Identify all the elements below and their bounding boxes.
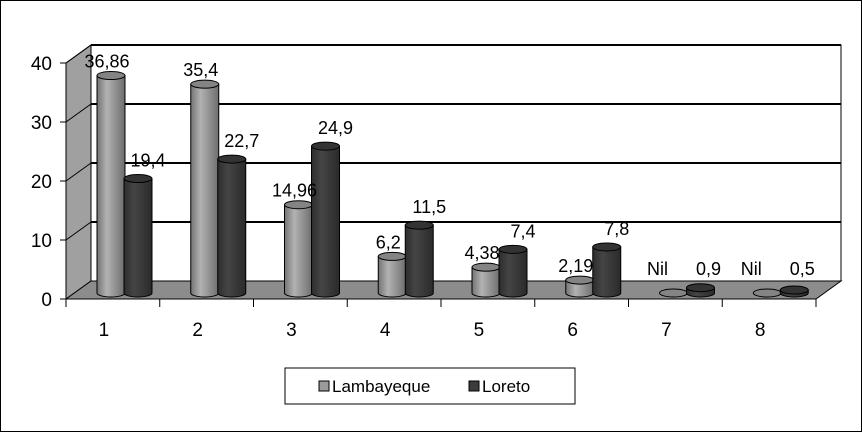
gridline-wall: [65, 221, 92, 241]
data-label: 6,2: [376, 232, 401, 252]
bar-body: [592, 246, 622, 298]
chart-walls: [65, 44, 842, 300]
bar-body: [190, 83, 220, 298]
x-tick-label: 5: [474, 320, 485, 341]
data-label: 7,8: [604, 219, 629, 239]
x-tick-label: 3: [286, 320, 297, 341]
data-label: 11,5: [412, 197, 446, 217]
bar-loreto-4: [404, 220, 434, 298]
x-tick-label: 1: [99, 320, 110, 341]
x-tick-label: 6: [567, 320, 578, 341]
bar-top: [592, 242, 622, 252]
floor-plane: [64, 280, 843, 300]
bar-lambayeque-1: [96, 71, 126, 298]
legend-label: Lambayeque: [332, 377, 430, 396]
gridline-wall: [65, 103, 92, 123]
legend-swatch: [318, 380, 330, 392]
bar-top: [96, 71, 126, 81]
y-tick-label: 20: [31, 172, 52, 193]
bar-top: [471, 262, 501, 272]
bar-top: [752, 288, 782, 298]
bar-top: [217, 154, 247, 164]
bar-body: [96, 75, 126, 298]
bar-lambayeque-7: [659, 288, 688, 298]
y-tick-label: 0: [41, 290, 52, 311]
bar-body: [311, 145, 340, 298]
bar-body: [123, 178, 153, 298]
y-tick-label: 10: [31, 231, 52, 252]
bar-top: [377, 251, 407, 261]
data-label: 14,96: [272, 181, 317, 201]
bar-lambayeque-4: [377, 251, 407, 298]
data-label: 22,7: [224, 131, 259, 151]
legend-swatch: [468, 380, 480, 392]
bar-body: [498, 248, 528, 298]
gridline-wall: [65, 44, 92, 64]
data-label: 24,9: [318, 118, 353, 138]
bar-top: [779, 285, 809, 295]
bar-lambayeque-2: [190, 79, 220, 298]
bar-top: [565, 275, 595, 285]
x-tick-label: 4: [380, 320, 391, 341]
bar-top: [404, 220, 434, 230]
y-tick-label: 30: [31, 113, 52, 134]
bar-lambayeque-3: [284, 200, 313, 298]
legend-box: [284, 367, 576, 405]
data-label: 2,19: [558, 256, 593, 276]
bar-body: [404, 224, 434, 298]
bar-lambayeque-6: [565, 275, 595, 298]
bar-body: [377, 255, 407, 298]
data-label: Nil: [647, 259, 668, 279]
bar-loreto-8: [779, 285, 809, 298]
data-label: 36,86: [84, 52, 129, 72]
bar-body: [284, 204, 313, 298]
data-label: 4,38: [464, 243, 499, 263]
bar-top: [659, 288, 688, 298]
x-tick-label: 2: [192, 320, 203, 341]
bar-top: [190, 79, 220, 89]
bar-loreto-3: [311, 141, 340, 298]
bar-loreto-7: [686, 283, 715, 298]
x-tick-label: 7: [661, 320, 672, 341]
bar-loreto-2: [217, 154, 247, 298]
data-label: 35,4: [183, 60, 218, 80]
gridline-wall: [65, 162, 92, 182]
data-labels: 36,86 35,4 14,96 6,2 4,38 2,19 Nil Nil 19,4 22,7 2…: [84, 52, 814, 279]
bar-lambayeque-8: [752, 288, 782, 298]
bar-top: [686, 283, 715, 293]
legend-label: Loreto: [482, 377, 530, 396]
data-label: 7,4: [510, 221, 535, 241]
bar-body: [217, 158, 247, 298]
bar-top: [284, 200, 313, 210]
data-label: 0,5: [790, 259, 815, 279]
data-label: 0,9: [696, 259, 721, 279]
data-label: 19,4: [130, 151, 165, 171]
bar-series: [96, 71, 809, 298]
chart-floor: [64, 280, 843, 300]
y-tick-label: 40: [31, 54, 52, 75]
legend: Lambayeque Loreto: [284, 367, 576, 405]
data-label: Nil: [741, 259, 762, 279]
bar-loreto-5: [498, 244, 528, 298]
bar-top: [311, 141, 340, 151]
bar-loreto-1: [123, 174, 153, 298]
axes: 0 10 20 30 40 1 2 3 4 5 6 7 8: [31, 54, 817, 341]
bar-top: [498, 244, 528, 254]
x-tick-label: 8: [755, 320, 766, 341]
bar-loreto-6: [592, 242, 622, 298]
bar-lambayeque-5: [471, 262, 501, 298]
bar-top: [123, 174, 153, 184]
